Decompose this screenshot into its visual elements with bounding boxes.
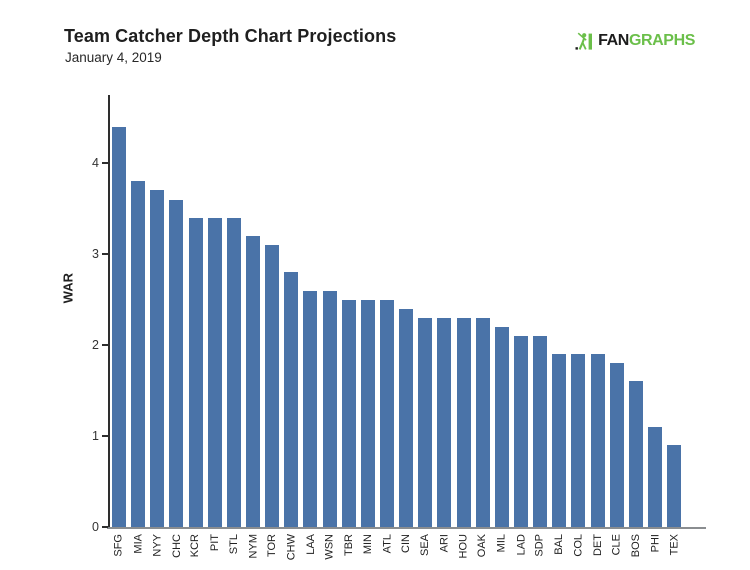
x-tick-label-CHW: CHW [285,534,298,561]
x-tick-label-CIN: CIN [400,534,413,553]
x-tick-label-MIN: MIN [361,534,374,555]
bar-KCR [188,217,203,527]
x-tick-label-CHC: CHC [170,534,183,558]
bar-MIL [494,326,509,527]
bar-LAD [513,336,528,527]
bar-LAA [303,290,318,527]
bar-TBR [341,299,356,527]
bar-SFG [112,126,126,527]
x-tick-label-DET: DET [591,534,604,556]
x-tick-label-PIT: PIT [208,534,221,552]
x-tick-label-LAA: LAA [304,534,317,555]
x-tick-label-WSN: WSN [323,534,336,560]
bar-MIA [131,181,146,527]
x-tick-label-PHI: PHI [648,534,661,553]
bar-ATL [379,299,394,527]
x-tick-label-SEA: SEA [419,534,432,557]
y-tick-mark-3 [102,253,108,255]
x-tick-label-TOR: TOR [266,534,279,558]
y-tick-label-3: 3 [92,247,99,262]
y-tick-mark-1 [102,435,108,437]
x-tick-label-NYM: NYM [246,534,259,559]
bar-HOU [456,317,471,527]
bar-CHW [284,272,299,527]
chart-date-subtitle: January 4, 2019 [65,50,162,65]
y-tick-label-4: 4 [92,156,99,171]
bar-NYY [150,190,165,527]
bar-ARI [437,317,452,527]
bar-PIT [207,217,222,527]
x-tick-label-MIA: MIA [132,534,145,554]
bar-CLE [609,363,624,527]
x-tick-label-HOU: HOU [457,534,470,559]
x-tick-label-ATL: ATL [380,534,393,554]
x-axis-line [107,527,706,529]
bar-TEX [667,445,682,527]
bar-NYM [245,235,260,527]
x-tick-label-MIL: MIL [495,534,508,553]
bar-MIN [360,299,375,527]
x-tick-label-SFG: SFG [113,534,125,557]
x-tick-label-LAD: LAD [514,534,527,556]
x-tick-label-COL: COL [572,534,585,557]
bar-STL [226,217,241,527]
bar-SDP [533,336,548,527]
fangraphs-logo: FANGRAPHS [575,31,695,51]
x-tick-label-NYY: NYY [151,534,164,557]
logo-text-fan: FAN [598,32,629,49]
y-tick-label-2: 2 [92,338,99,353]
bar-CIN [399,308,414,527]
x-tick-label-CLE: CLE [610,534,623,556]
y-axis-line [108,95,110,528]
y-tick-mark-4 [102,162,108,164]
bar-SEA [418,317,433,527]
x-tick-label-OAK: OAK [476,534,489,558]
logo-text-graphs: GRAPHS [628,32,695,49]
x-tick-label-STL: STL [227,534,240,555]
bar-TOR [265,245,280,527]
y-tick-mark-2 [102,344,108,346]
bar-DET [590,354,605,527]
y-axis-title: WAR [60,273,75,304]
x-tick-label-TBR: TBR [342,534,355,556]
x-tick-label-TEX: TEX [668,534,681,556]
bar-WSN [322,290,337,527]
x-tick-label-SDP: SDP [534,534,547,557]
bar-COL [571,354,586,527]
batter-icon [575,32,593,50]
x-tick-label-ARI: ARI [438,534,451,553]
bar-BAL [552,354,567,527]
y-tick-label-1: 1 [92,429,99,444]
bar-OAK [475,317,490,527]
x-tick-label-KCR: KCR [189,534,202,558]
logo-wordmark: FANGRAPHS [598,32,695,50]
y-tick-label-0: 0 [92,520,99,534]
page-title: Team Catcher Depth Chart Projections [64,26,397,46]
bar-BOS [628,381,643,527]
x-tick-label-BOS: BOS [629,534,642,558]
bar-CHC [169,199,184,527]
y-tick-mark-0 [102,526,108,528]
bar-PHI [647,426,662,527]
x-tick-label-BAL: BAL [553,534,566,555]
